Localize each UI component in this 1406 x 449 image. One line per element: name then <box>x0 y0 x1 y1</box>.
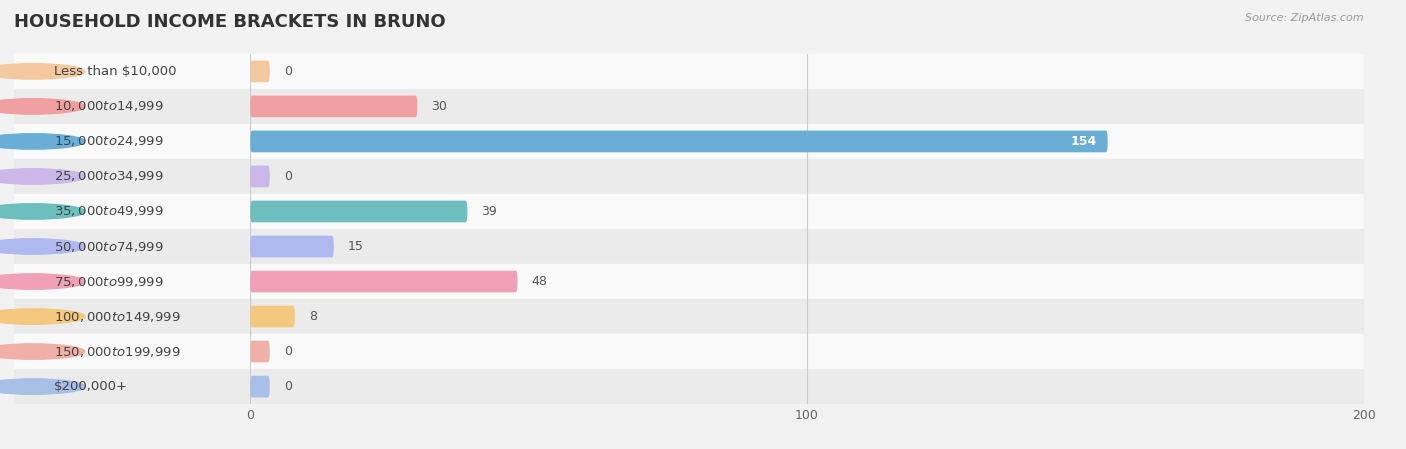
Bar <box>250 299 1364 334</box>
Bar <box>250 229 1364 264</box>
FancyBboxPatch shape <box>250 61 270 82</box>
Circle shape <box>0 169 84 184</box>
Text: $75,000 to $99,999: $75,000 to $99,999 <box>55 274 165 289</box>
Bar <box>14 334 250 369</box>
Bar <box>14 54 250 89</box>
Circle shape <box>0 309 84 324</box>
FancyBboxPatch shape <box>250 376 270 397</box>
Bar <box>14 194 250 229</box>
Bar <box>250 54 1364 89</box>
Bar <box>14 229 250 264</box>
Text: $150,000 to $199,999: $150,000 to $199,999 <box>55 344 181 359</box>
Text: 15: 15 <box>347 240 364 253</box>
Bar <box>250 264 1364 299</box>
FancyBboxPatch shape <box>250 271 517 292</box>
Circle shape <box>0 274 84 289</box>
Bar <box>14 369 250 404</box>
Bar <box>250 89 1364 124</box>
Text: $35,000 to $49,999: $35,000 to $49,999 <box>55 204 165 219</box>
Bar <box>14 124 250 159</box>
Text: HOUSEHOLD INCOME BRACKETS IN BRUNO: HOUSEHOLD INCOME BRACKETS IN BRUNO <box>14 13 446 31</box>
Text: 0: 0 <box>284 380 291 393</box>
Text: $25,000 to $34,999: $25,000 to $34,999 <box>55 169 165 184</box>
Text: 39: 39 <box>481 205 498 218</box>
Bar <box>250 159 1364 194</box>
Bar <box>250 334 1364 369</box>
Text: 0: 0 <box>284 65 291 78</box>
Circle shape <box>0 99 84 114</box>
Text: $200,000+: $200,000+ <box>55 380 128 393</box>
Text: 0: 0 <box>284 170 291 183</box>
Circle shape <box>0 344 84 359</box>
FancyBboxPatch shape <box>250 201 467 222</box>
Text: 0: 0 <box>284 345 291 358</box>
Text: $100,000 to $149,999: $100,000 to $149,999 <box>55 309 181 324</box>
Text: 154: 154 <box>1070 135 1097 148</box>
Bar <box>14 159 250 194</box>
Text: 48: 48 <box>531 275 547 288</box>
Text: 8: 8 <box>309 310 316 323</box>
Text: $10,000 to $14,999: $10,000 to $14,999 <box>55 99 165 114</box>
Text: Less than $10,000: Less than $10,000 <box>55 65 177 78</box>
Bar <box>14 264 250 299</box>
Bar <box>250 369 1364 404</box>
Circle shape <box>0 379 84 394</box>
FancyBboxPatch shape <box>250 236 333 257</box>
FancyBboxPatch shape <box>250 306 295 327</box>
Text: $15,000 to $24,999: $15,000 to $24,999 <box>55 134 165 149</box>
Bar <box>250 194 1364 229</box>
Circle shape <box>0 134 84 149</box>
Circle shape <box>0 204 84 219</box>
FancyBboxPatch shape <box>250 96 418 117</box>
Bar <box>14 299 250 334</box>
Text: $50,000 to $74,999: $50,000 to $74,999 <box>55 239 165 254</box>
Bar <box>250 124 1364 159</box>
Text: Source: ZipAtlas.com: Source: ZipAtlas.com <box>1246 13 1364 23</box>
Circle shape <box>0 239 84 254</box>
Circle shape <box>0 64 84 79</box>
FancyBboxPatch shape <box>250 341 270 362</box>
FancyBboxPatch shape <box>250 131 1108 152</box>
Bar <box>14 89 250 124</box>
FancyBboxPatch shape <box>250 166 270 187</box>
Text: 30: 30 <box>432 100 447 113</box>
